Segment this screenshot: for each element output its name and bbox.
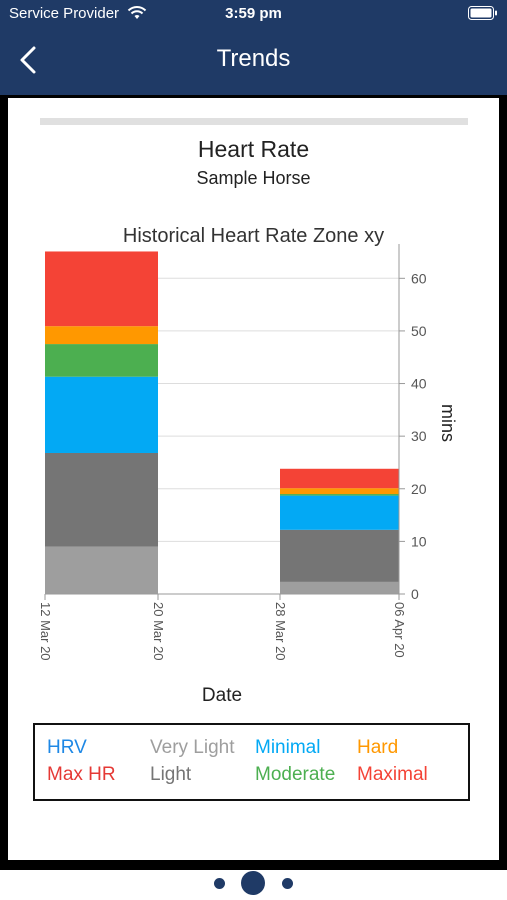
page-indicator — [0, 870, 507, 900]
bar-segment-minimal — [280, 495, 399, 530]
bar-segment-very-light — [45, 546, 158, 594]
page-dot[interactable] — [213, 877, 225, 889]
y-tick-label: 60 — [411, 270, 427, 286]
page-dot[interactable] — [281, 877, 293, 889]
bar-segment-maximal — [280, 468, 399, 489]
top-bar: Service Provider 3:59 pm Trends — [0, 0, 507, 95]
chart-card-subtitle: Sample Horse — [196, 168, 311, 188]
y-tick-label: 20 — [411, 481, 427, 497]
y-tick-label: 30 — [411, 428, 427, 444]
legend-item-maximal: Maximal — [357, 764, 428, 785]
clock-label: 3:59 pm — [225, 5, 282, 22]
page-title: Trends — [216, 45, 291, 72]
content-frame: Heart Rate Sample Horse Historical Heart… — [0, 95, 507, 870]
legend-item-hard: Hard — [357, 737, 399, 758]
y-axis-label: mins — [438, 404, 458, 442]
legend-item-moderate: Moderate — [255, 764, 336, 785]
bar-segment-maximal — [45, 251, 158, 327]
bar-segment-hard — [280, 488, 399, 495]
y-tick-label: 0 — [411, 586, 419, 602]
bar-segment-light — [280, 529, 399, 582]
wifi-icon — [127, 5, 147, 25]
legend-item-light: Light — [150, 764, 192, 785]
bar-segment-hard — [45, 326, 158, 345]
chevron-left-icon — [20, 46, 36, 74]
chart-legend: HRV Very Light Minimal Hard Max HR Light Moder… — [33, 723, 470, 801]
bar-segment-minimal — [45, 376, 158, 453]
legend-item-max-hr: Max HR — [47, 764, 116, 785]
status-bar: Service Provider 3:59 pm — [0, 0, 507, 28]
y-tick-label: 10 — [411, 533, 427, 549]
bar-segment-moderate — [45, 344, 158, 377]
bar-segment-light — [45, 452, 158, 547]
battery-icon — [468, 6, 498, 24]
x-tick-label: 20 Mar 20 — [151, 602, 166, 661]
chart-title: Historical Heart Rate Zone xy — [122, 225, 385, 247]
scroll-indicator — [40, 118, 468, 125]
legend-item-hrv: HRV — [47, 737, 87, 758]
chart-card[interactable]: Heart Rate Sample Horse Historical Heart… — [8, 98, 499, 860]
x-tick-label: 28 Mar 20 — [273, 602, 288, 661]
chart-card-title: Heart Rate — [197, 136, 310, 162]
x-axis-label: Date — [202, 685, 242, 706]
stacked-bar-chart: 0 10 20 30 40 50 60 12 Mar 20 20 Mar 20 28 Mar 20… — [38, 244, 458, 706]
legend-item-minimal: Minimal — [255, 737, 321, 758]
x-tick-label: 12 Mar 20 — [38, 602, 53, 661]
legend-item-very-light: Very Light — [150, 737, 235, 758]
page-dot-active[interactable] — [241, 871, 265, 895]
x-tick-label: 06 Apr 20 — [392, 602, 407, 658]
bar-segment-moderate — [280, 494, 399, 496]
carrier-label: Service Provider — [9, 5, 120, 22]
y-tick-label: 40 — [411, 376, 427, 392]
y-tick-label: 50 — [411, 323, 427, 339]
back-button[interactable] — [14, 43, 44, 77]
bar-segment-very-light — [280, 581, 399, 594]
